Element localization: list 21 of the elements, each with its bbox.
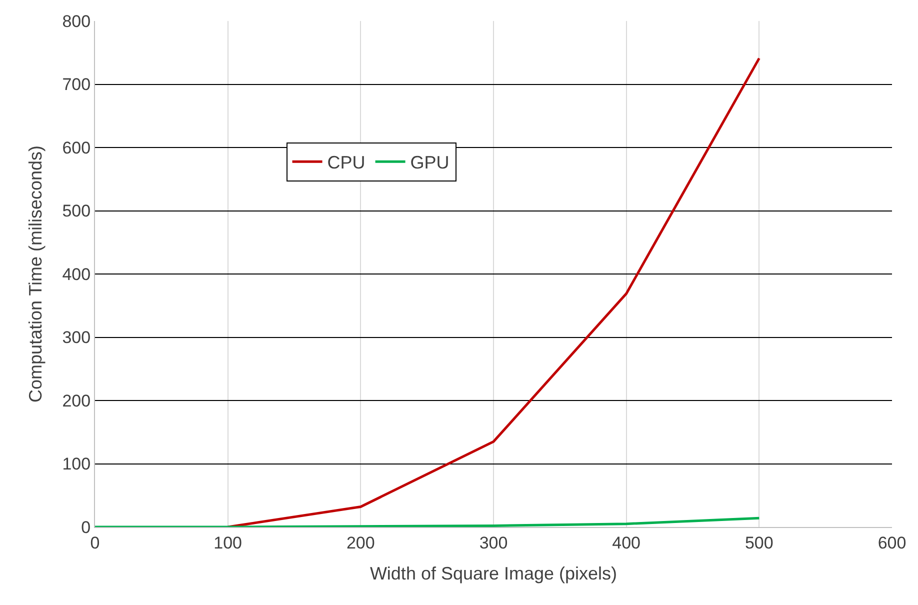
legend-label: CPU bbox=[327, 152, 366, 173]
y-axis-title: Computation Time (miliseconds) bbox=[25, 145, 46, 403]
x-tick-label: 300 bbox=[479, 533, 508, 552]
x-axis-title: Width of Square Image (pixels) bbox=[370, 564, 618, 584]
x-tick-label: 600 bbox=[878, 533, 906, 552]
line-series bbox=[226, 57, 760, 527]
legend-label: GPU bbox=[410, 152, 450, 173]
x-tick-label: 200 bbox=[346, 533, 375, 552]
x-tick-label: 100 bbox=[214, 533, 242, 552]
x-tick-label: 500 bbox=[744, 533, 774, 552]
y-tick-label: 300 bbox=[62, 328, 91, 348]
y-tick-label: 600 bbox=[62, 138, 91, 158]
y-tick-label: 500 bbox=[62, 202, 91, 221]
y-tick-label: 0 bbox=[81, 518, 91, 537]
y-tick-label: 100 bbox=[62, 454, 91, 474]
y-tick-label: 200 bbox=[62, 391, 91, 410]
y-tick-label: 400 bbox=[62, 264, 91, 284]
line-series bbox=[95, 516, 760, 527]
x-tick-label: 400 bbox=[612, 533, 641, 552]
y-tick-label: 700 bbox=[62, 75, 91, 94]
y-tick-label: 800 bbox=[62, 12, 91, 31]
